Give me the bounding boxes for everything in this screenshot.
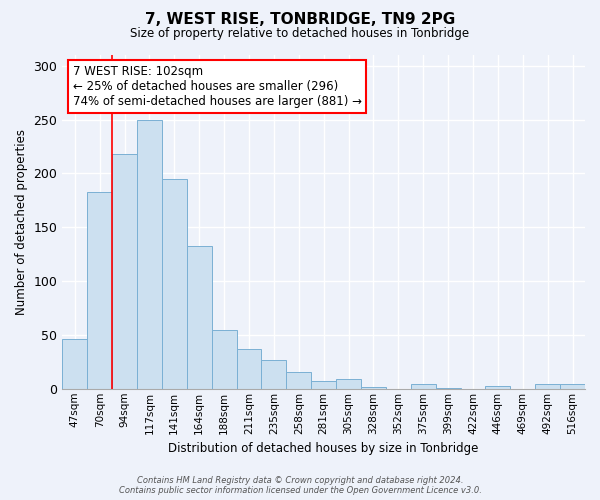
Text: Size of property relative to detached houses in Tonbridge: Size of property relative to detached ho… <box>130 28 470 40</box>
Bar <box>137 120 162 389</box>
Bar <box>436 388 461 389</box>
Bar <box>187 246 212 389</box>
Bar <box>535 384 560 389</box>
Text: 7, WEST RISE, TONBRIDGE, TN9 2PG: 7, WEST RISE, TONBRIDGE, TN9 2PG <box>145 12 455 28</box>
Bar <box>262 360 286 389</box>
Bar <box>62 339 87 389</box>
X-axis label: Distribution of detached houses by size in Tonbridge: Distribution of detached houses by size … <box>169 442 479 455</box>
Bar <box>411 384 436 389</box>
Text: Contains HM Land Registry data © Crown copyright and database right 2024.
Contai: Contains HM Land Registry data © Crown c… <box>119 476 481 495</box>
Bar <box>236 349 262 389</box>
Bar <box>311 381 336 389</box>
Bar <box>112 154 137 389</box>
Bar <box>485 386 511 389</box>
Bar <box>87 192 112 389</box>
Bar <box>336 379 361 389</box>
Y-axis label: Number of detached properties: Number of detached properties <box>15 129 28 315</box>
Bar <box>286 372 311 389</box>
Bar <box>212 330 236 389</box>
Bar <box>162 179 187 389</box>
Text: 7 WEST RISE: 102sqm
← 25% of detached houses are smaller (296)
74% of semi-detac: 7 WEST RISE: 102sqm ← 25% of detached ho… <box>73 65 362 108</box>
Bar <box>560 384 585 389</box>
Bar <box>361 386 386 389</box>
